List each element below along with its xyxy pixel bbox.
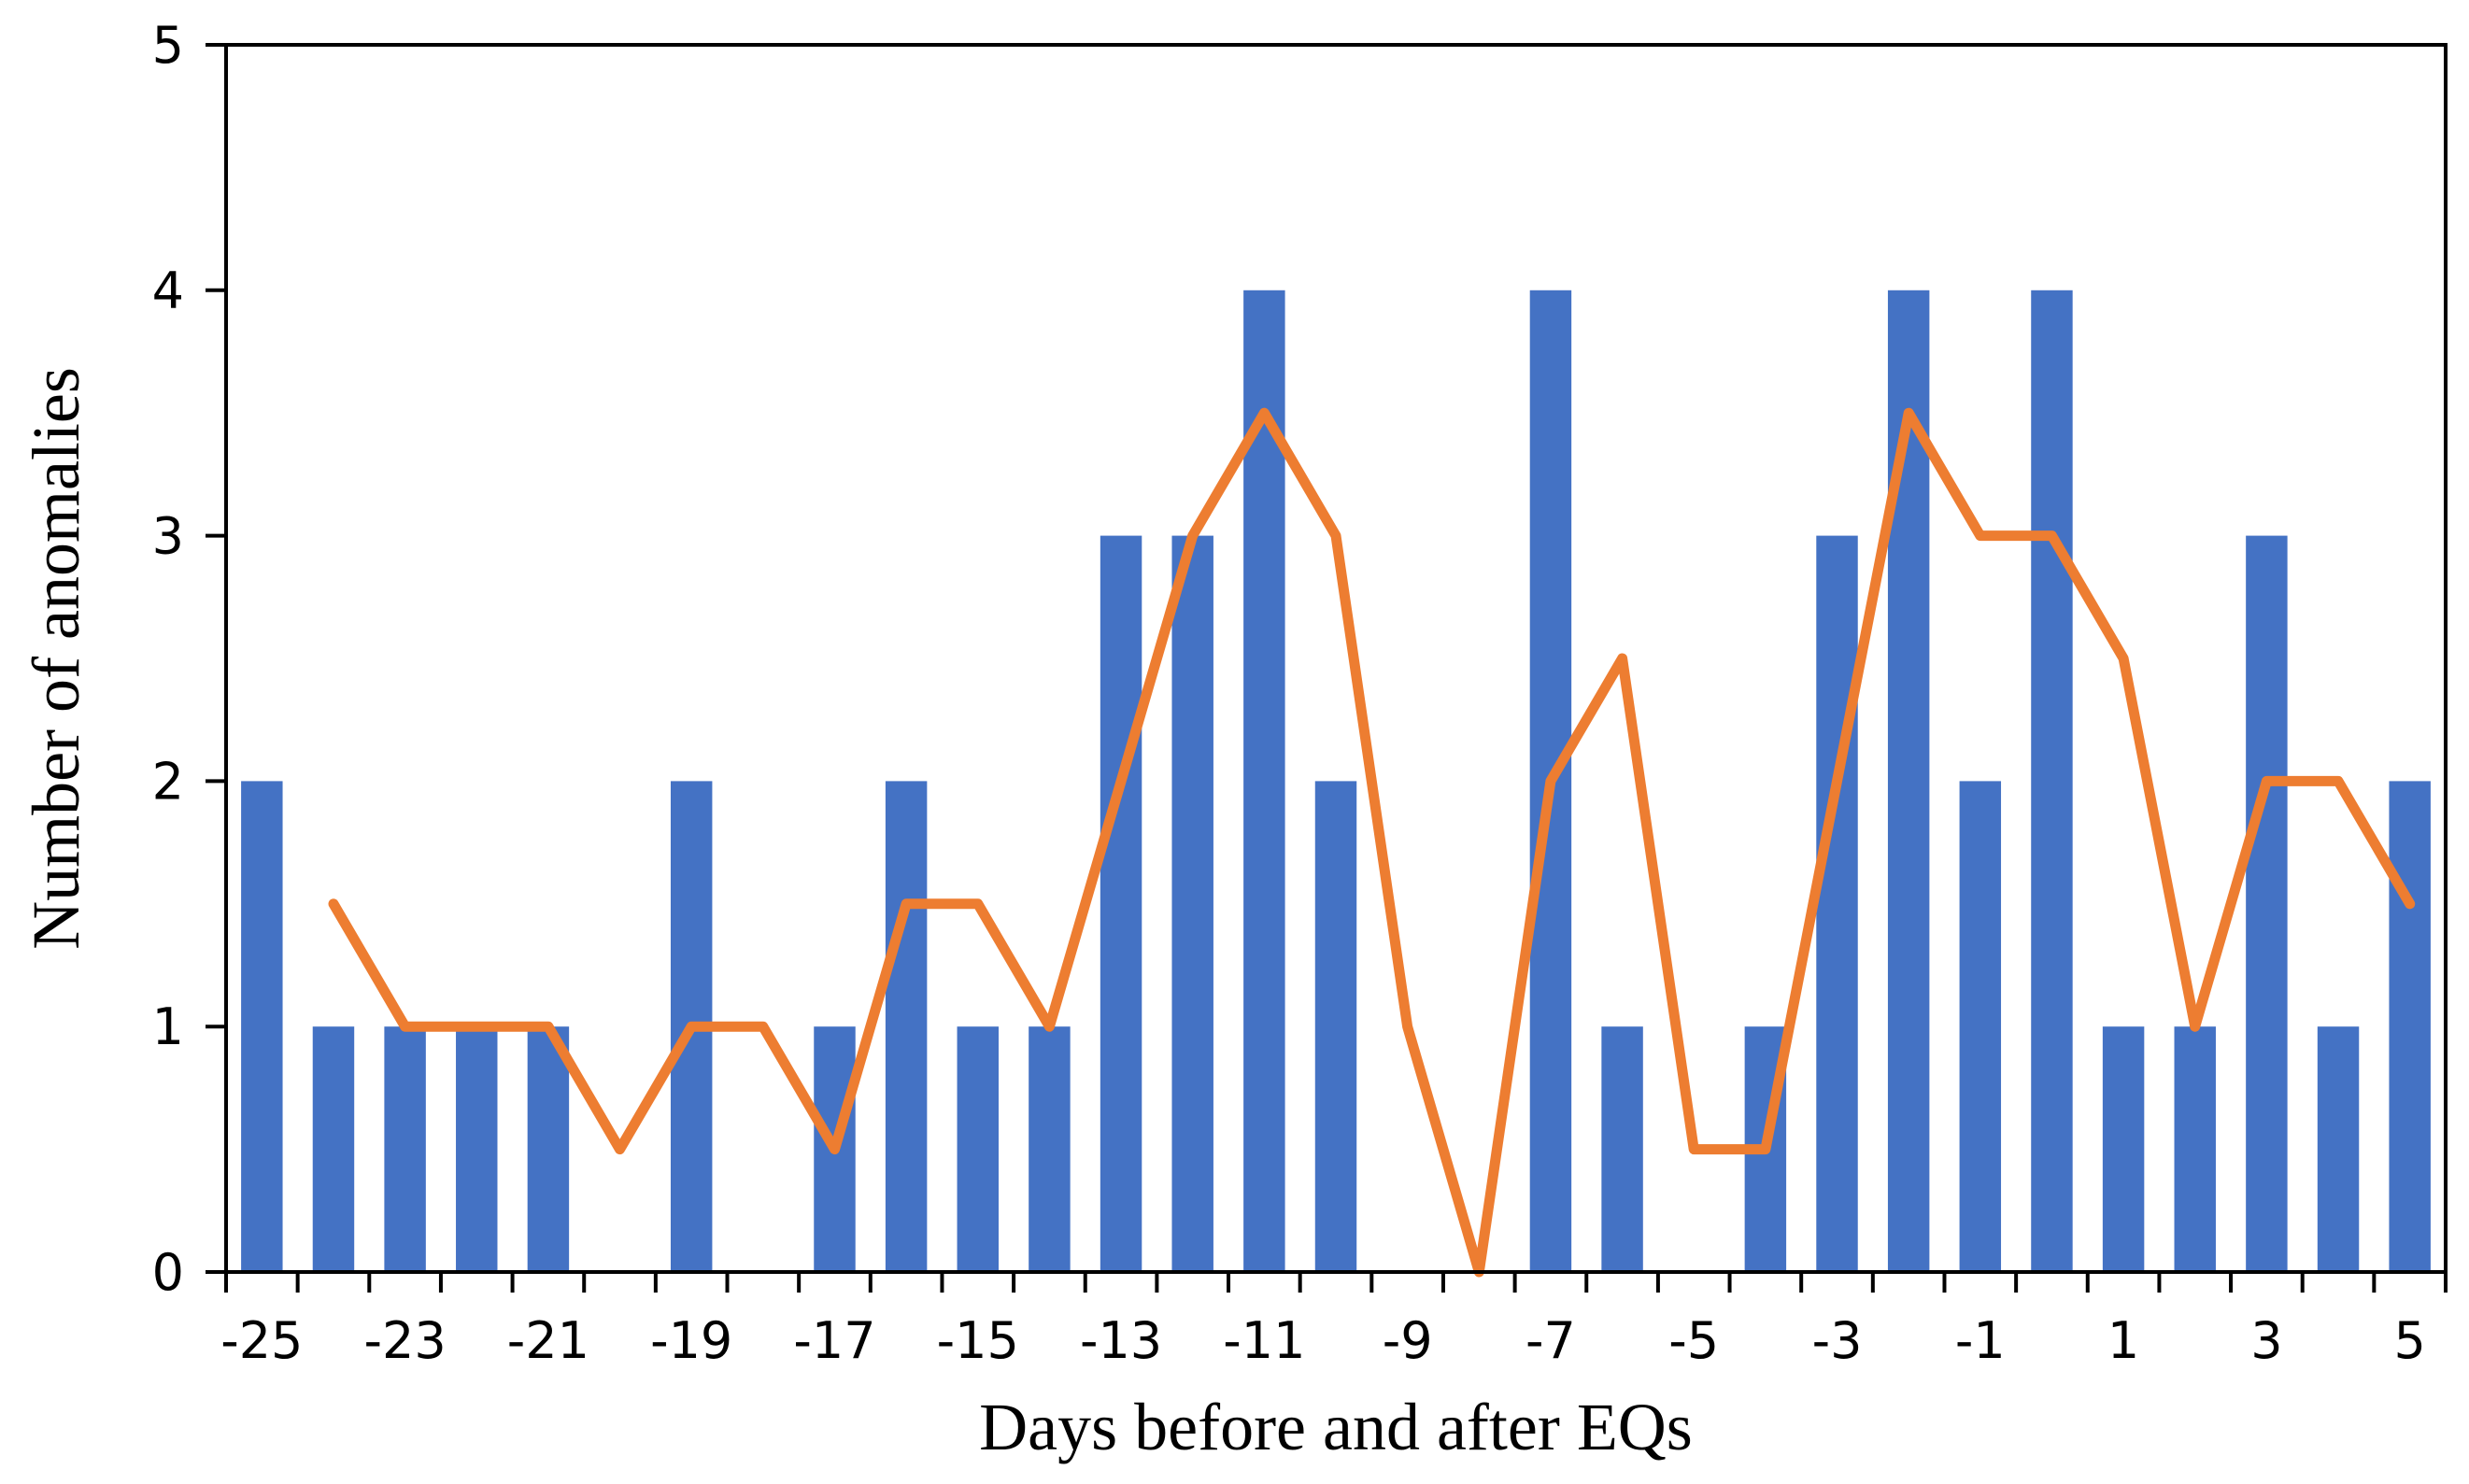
bar <box>2102 1026 2145 1272</box>
line-series <box>328 407 2416 1278</box>
bar <box>2389 781 2431 1272</box>
x-axis: -25 -23 -21 -19 -17 -15 -13 -11 -9 -7 -5 -3 -1 1 3 5 <box>220 1272 2448 1370</box>
x-tick-label: 3 <box>2250 1311 2282 1370</box>
bar <box>527 1026 570 1272</box>
bar <box>1243 290 1285 1272</box>
x-tick-label: -21 <box>507 1311 589 1370</box>
y-tick-label: 2 <box>152 752 184 811</box>
bar <box>2031 290 2073 1272</box>
x-tick-label: 1 <box>2107 1311 2139 1370</box>
bar <box>1100 535 1142 1272</box>
y-tick-label: 1 <box>152 997 184 1056</box>
x-tick-label: -17 <box>793 1311 875 1370</box>
y-axis-title: Number of anomalies <box>19 367 93 950</box>
bar <box>312 1026 355 1272</box>
y-tick-label: 4 <box>152 261 184 320</box>
x-tick-label: -9 <box>1383 1311 1433 1370</box>
x-tick-label: -15 <box>937 1311 1019 1370</box>
y-tick-label: 3 <box>152 507 184 566</box>
y-tick-label: 0 <box>152 1243 184 1302</box>
x-tick-label: -13 <box>1080 1311 1162 1370</box>
moving-average-line <box>328 407 2416 1278</box>
x-tick-label: -19 <box>650 1311 732 1370</box>
bar <box>241 781 283 1272</box>
bar <box>1029 1026 1071 1272</box>
x-tick-label: -25 <box>220 1311 303 1370</box>
x-tick-label: -23 <box>364 1311 447 1370</box>
plot-frame <box>224 43 2448 1274</box>
bar <box>1171 535 1213 1272</box>
bar <box>2317 1026 2360 1272</box>
x-tick-label: -11 <box>1223 1311 1305 1370</box>
x-tick-label: -1 <box>1955 1311 2006 1370</box>
bar <box>1816 535 1858 1272</box>
bar <box>2174 1026 2216 1272</box>
bar <box>1959 781 2002 1272</box>
x-tick-label: -5 <box>1668 1311 1719 1370</box>
bar <box>1887 290 1930 1272</box>
x-tick-label: 5 <box>2393 1311 2425 1370</box>
bar <box>384 1026 426 1272</box>
bar <box>885 781 928 1272</box>
bar <box>957 1026 1000 1272</box>
x-tick-label: -3 <box>1812 1311 1863 1370</box>
y-axis: 0 1 2 3 4 5 <box>152 16 226 1302</box>
bar-series <box>241 290 2431 1272</box>
bar <box>456 1026 498 1272</box>
bar <box>2246 535 2288 1272</box>
bar <box>1314 781 1357 1272</box>
x-tick-label: -7 <box>1525 1311 1576 1370</box>
x-axis-title: Days before and after EQs <box>979 1390 1693 1464</box>
y-tick-label: 5 <box>152 16 184 75</box>
bar <box>1601 1026 1643 1272</box>
